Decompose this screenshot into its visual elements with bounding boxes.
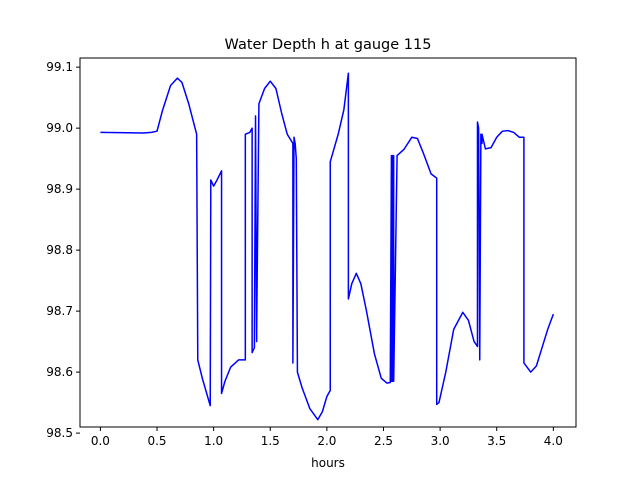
- x-tick-label: 2.0: [317, 434, 336, 448]
- y-tick-label: 98.8: [46, 243, 73, 257]
- y-tick-label: 98.6: [46, 365, 73, 379]
- x-tick-label: 0.5: [147, 434, 166, 448]
- x-tick-label: 2.5: [374, 434, 393, 448]
- chart-title: Water Depth h at gauge 115: [225, 37, 432, 53]
- series-line-0: [100, 72, 555, 421]
- x-tick-label: 1.0: [204, 434, 223, 448]
- y-tick-label: 99.1: [46, 60, 73, 74]
- x-tick-label: 3.0: [431, 434, 450, 448]
- x-tick-label: 3.5: [487, 434, 506, 448]
- x-axis-ticks: 0.0 0.5 1.0 1.5 2.0 2.5 3.0 3.5 4.0: [91, 427, 563, 448]
- x-tick-label: 0.0: [91, 434, 110, 448]
- y-tick-label: 99.0: [46, 121, 73, 135]
- x-tick-label: 4.0: [544, 434, 563, 448]
- plot-area: [80, 58, 576, 427]
- y-axis-ticks: 98.5 98.6 98.7 98.8 98.9 99.0 99.1: [46, 60, 80, 440]
- x-axis-label: hours: [311, 456, 345, 470]
- x-tick-label: 1.5: [261, 434, 280, 448]
- y-tick-label: 98.9: [46, 182, 73, 196]
- plot-frame: [79, 57, 577, 428]
- y-tick-label: 98.7: [46, 304, 73, 318]
- series-layer: [100, 72, 555, 421]
- y-tick-label: 98.5: [46, 426, 73, 440]
